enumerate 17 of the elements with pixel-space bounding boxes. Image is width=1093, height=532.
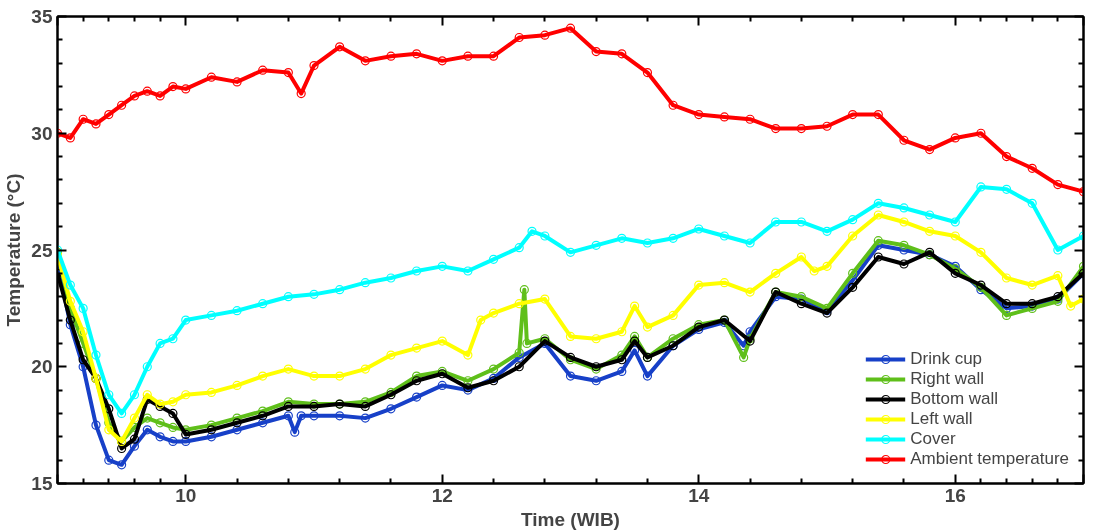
x-tick-label: 16 [944, 484, 966, 506]
x-tick-label: 14 [688, 484, 710, 506]
y-tick-label: 35 [31, 6, 53, 27]
legend-label: Bottom wall [910, 389, 999, 409]
legend-label: Left wall [910, 409, 973, 429]
legend-label: Ambient temperature [910, 449, 1069, 469]
y-tick-label: 20 [31, 356, 53, 378]
x-tick-label: 12 [431, 484, 453, 506]
y-axis-title: Temperature (°C) [3, 173, 25, 327]
legend-label: Right wall [910, 369, 984, 389]
legend-label: Drink cup [910, 349, 983, 369]
x-axis-title: Time (WIB) [521, 508, 620, 530]
y-tick-label: 30 [31, 122, 53, 144]
legend-label: Cover [910, 429, 956, 449]
x-tick-label: 10 [175, 484, 197, 506]
y-tick-label: 15 [31, 473, 53, 494]
y-tick-label: 25 [31, 239, 53, 261]
